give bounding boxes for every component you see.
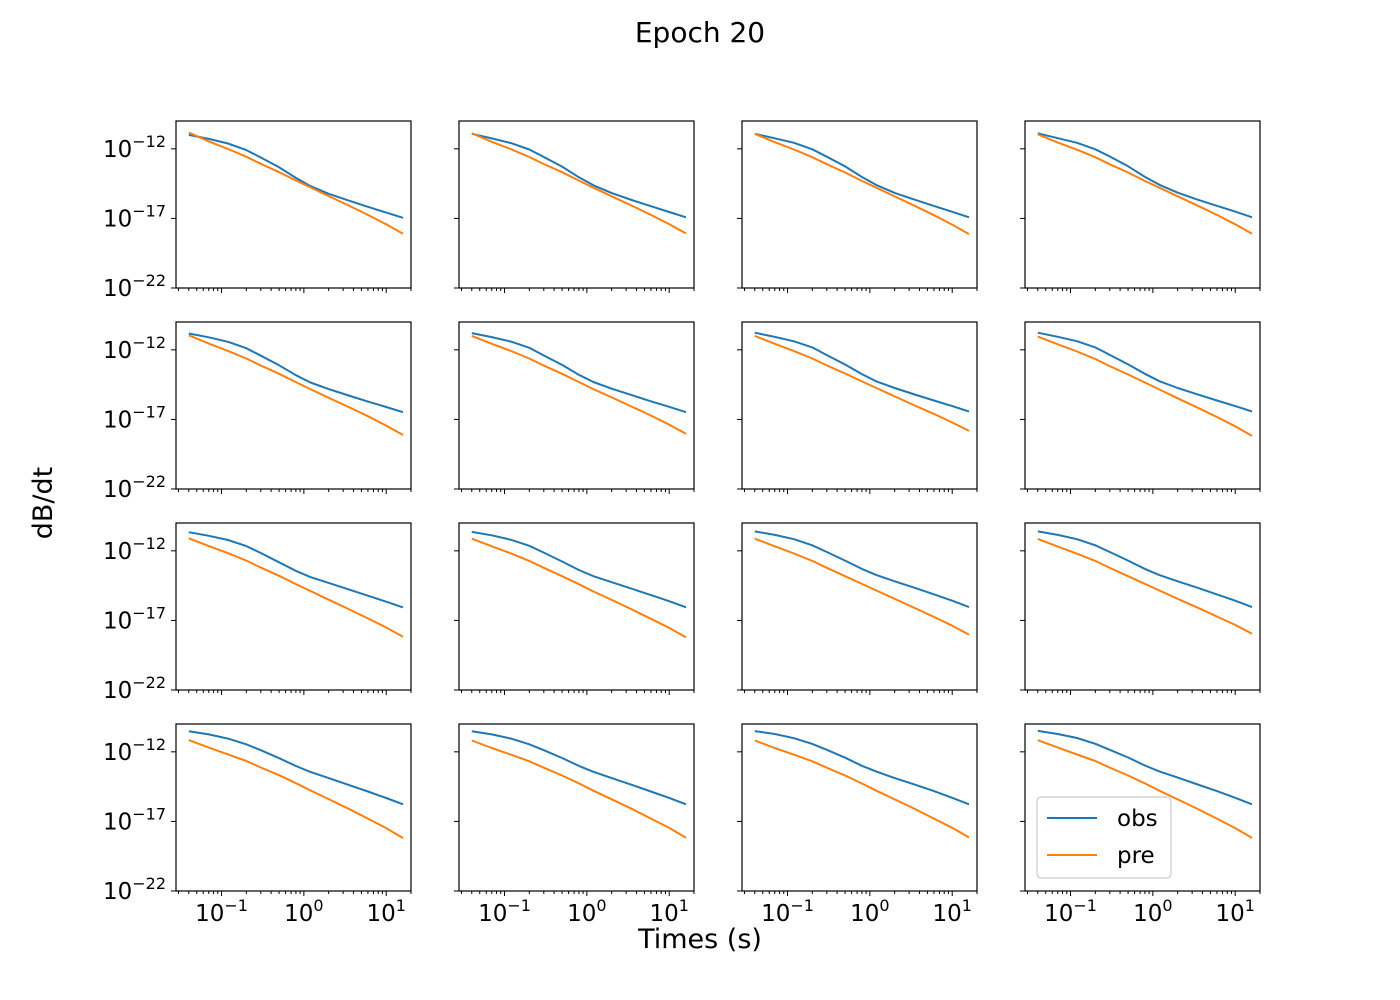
series-line-obs (754, 730, 970, 806)
x-tick-label: 10−1 (1044, 896, 1097, 927)
series-line-pre (754, 132, 970, 235)
series-line-obs (754, 132, 970, 219)
panel-frame (458, 321, 695, 490)
panel-r1-c3 (737, 120, 978, 293)
series-line-obs (471, 332, 687, 414)
panel-r1-c4 (1020, 120, 1261, 293)
panel-r3-c4 (1020, 522, 1261, 695)
y-tick-label: 10−17 (103, 804, 166, 835)
panel-frame (175, 723, 412, 892)
x-tick-label: 10−1 (761, 896, 814, 927)
panel-frame (175, 321, 412, 490)
panel-r4-c3: 10−1 100 101 (737, 723, 978, 927)
figure-title: Epoch 20 (635, 16, 765, 49)
x-tick-label: 101 (649, 896, 688, 927)
y-tick-label: 10−17 (103, 402, 166, 433)
y-tick-label: 10−22 (103, 874, 166, 905)
panel-r4-c2: 10−1 100 101 (454, 723, 695, 927)
panel-r2-c1: 10−12 10−17 10−22 (103, 321, 412, 503)
panel-frame (1024, 723, 1261, 892)
panel-r3-c2 (454, 522, 695, 695)
panel-r3-c3 (737, 522, 978, 695)
y-tick-label: 10−12 (103, 132, 166, 163)
series-line-pre (1037, 133, 1253, 235)
series-line-pre (1037, 537, 1253, 635)
y-tick-label: 10−22 (103, 271, 166, 302)
panel-r1-c2 (454, 120, 695, 293)
panel-frame (741, 120, 978, 289)
x-tick-label: 100 (284, 896, 323, 927)
series-line-pre (471, 132, 687, 235)
series-line-obs (1037, 729, 1253, 806)
panel-frame (741, 723, 978, 892)
panel-frame (458, 723, 695, 892)
series-line-pre (188, 131, 404, 235)
panel-r2-c3 (737, 321, 978, 494)
y-axis-label: dB/dt (28, 467, 59, 539)
panel-r2-c2 (454, 321, 695, 494)
panel-frame (175, 522, 412, 691)
panel-r3-c1: 10−12 10−17 10−22 (103, 522, 412, 704)
panel-frame (1024, 120, 1261, 289)
series-line-obs (471, 132, 687, 219)
series-line-obs (1037, 331, 1253, 413)
panel-frame (741, 321, 978, 490)
panel-r4-c4: 10−1 100 101 (1020, 723, 1261, 927)
legend-label-pre: pre (1117, 843, 1155, 869)
panel-frame (741, 522, 978, 691)
x-tick-label: 100 (1133, 896, 1172, 927)
series-line-obs (471, 730, 687, 806)
y-tick-label: 10−22 (103, 673, 166, 704)
y-tick-label: 10−12 (103, 333, 166, 364)
series-line-pre (188, 739, 404, 839)
panel-grid: 10−12 10−17 10−22 10−12 10−17 10−22 10−12 10−17… (103, 120, 1261, 927)
series-line-pre (1037, 335, 1253, 437)
panel-frame (1024, 321, 1261, 490)
x-tick-label: 100 (567, 896, 606, 927)
series-line-obs (754, 331, 970, 413)
series-line-obs (188, 133, 404, 219)
series-line-pre (471, 334, 687, 435)
x-axis-label: Times (s) (637, 924, 762, 955)
series-line-pre (754, 334, 970, 432)
y-tick-label: 10−17 (103, 603, 166, 634)
x-tick-label: 101 (366, 896, 405, 927)
panel-frame (458, 522, 695, 691)
series-line-obs (754, 530, 970, 609)
y-tick-label: 10−12 (103, 735, 166, 766)
series-line-obs (188, 730, 404, 806)
series-line-pre (754, 739, 970, 839)
series-line-pre (471, 537, 687, 639)
series-line-obs (188, 531, 404, 609)
y-tick-label: 10−22 (103, 472, 166, 503)
x-tick-label: 10−1 (195, 896, 248, 927)
x-tick-label: 100 (850, 896, 889, 927)
series-line-pre (754, 537, 970, 636)
series-line-pre (188, 537, 404, 638)
x-tick-label: 101 (932, 896, 971, 927)
legend: obs pre (1036, 796, 1172, 879)
x-tick-label: 10−1 (478, 896, 531, 927)
legend-label-obs: obs (1117, 806, 1158, 832)
panel-r4-c1: 10−12 10−17 10−22 10−1 100 101 (103, 723, 412, 927)
series-line-obs (471, 530, 687, 609)
series-line-pre (1037, 739, 1253, 839)
series-line-obs (1037, 530, 1253, 609)
y-tick-label: 10−17 (103, 201, 166, 232)
y-tick-label: 10−12 (103, 534, 166, 565)
panel-frame (1024, 522, 1261, 691)
series-line-obs (188, 332, 404, 414)
panel-r1-c1: 10−12 10−17 10−22 (103, 120, 412, 302)
panel-frame (458, 120, 695, 289)
series-line-pre (188, 334, 404, 436)
series-line-pre (471, 739, 687, 839)
series-line-obs (1037, 132, 1253, 219)
x-tick-label: 101 (1215, 896, 1254, 927)
panel-r2-c4 (1020, 321, 1261, 494)
panel-frame (175, 120, 412, 289)
